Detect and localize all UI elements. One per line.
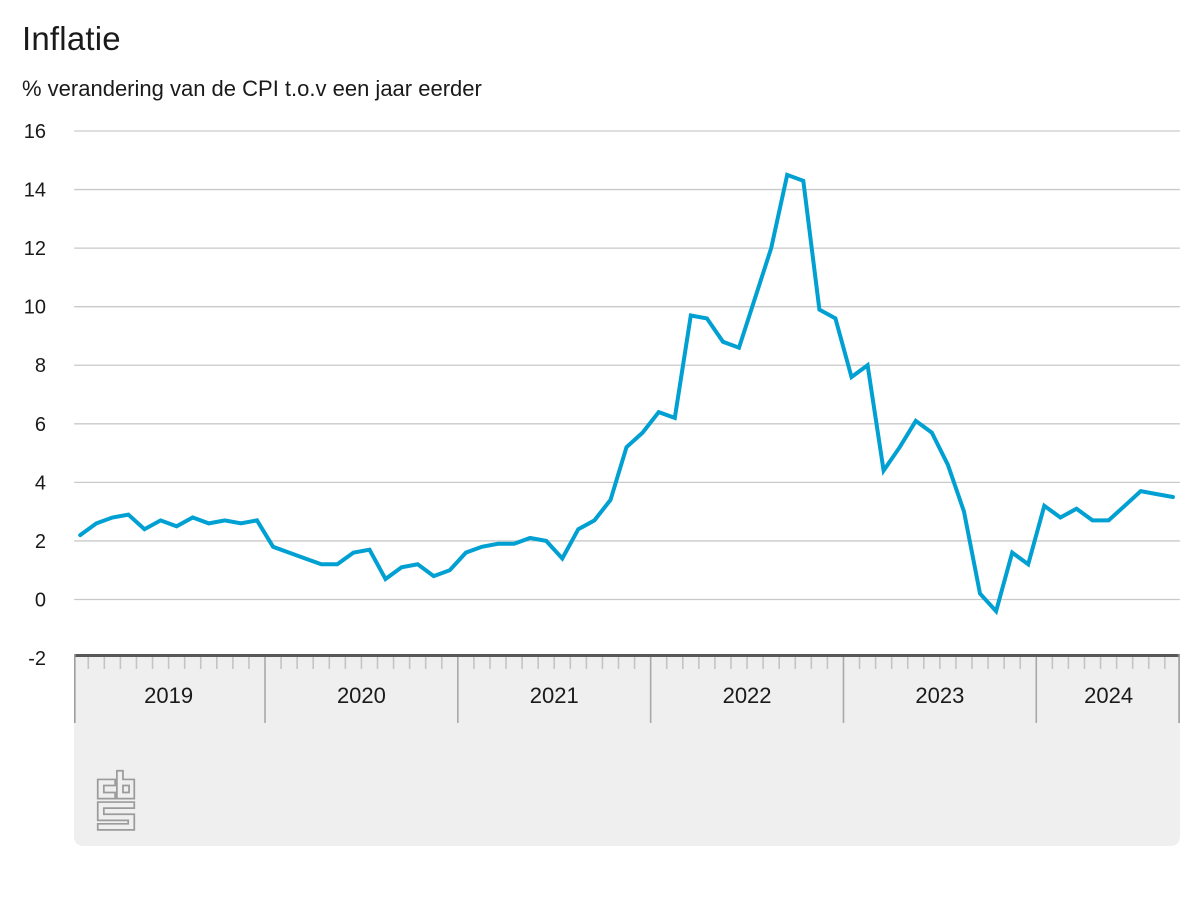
cbs-logo-glyphs <box>96 769 136 831</box>
inflation-data-line <box>78 172 1175 616</box>
year-label: 2023 <box>915 683 964 708</box>
y-axis-label: 16 <box>24 121 46 143</box>
y-axis-label: 2 <box>35 531 46 553</box>
gridlines <box>74 130 1180 601</box>
y-axis-labels: 16 14 12 10 8 6 4 2 0 -2 <box>24 121 46 670</box>
chart-subtitle: % verandering van de CPI t.o.v een jaar … <box>22 76 482 101</box>
y-axis-label: 0 <box>35 589 46 611</box>
y-axis-label: 6 <box>35 414 46 436</box>
y-axis-label: 4 <box>35 472 46 494</box>
year-label: 2019 <box>144 683 193 708</box>
x-axis-year-labels: 2019 2020 2021 2022 2023 2024 <box>144 683 1133 708</box>
y-axis-label: -2 <box>28 648 46 670</box>
y-axis-label: 8 <box>35 355 46 377</box>
year-label: 2021 <box>530 683 579 708</box>
y-axis-label: 12 <box>24 238 46 260</box>
year-label: 2022 <box>723 683 772 708</box>
x-axis-line <box>74 654 1180 657</box>
x-axis-band <box>74 654 1180 846</box>
y-axis-label: 10 <box>24 297 46 319</box>
logo-letter-c <box>96 778 117 800</box>
x-axis-ticks <box>74 654 1180 723</box>
y-axis-label: 14 <box>24 180 46 202</box>
logo-letter-s <box>96 801 136 831</box>
year-label: 2020 <box>337 683 386 708</box>
chart-title: Inflatie <box>22 20 121 57</box>
year-label: 2024 <box>1084 683 1133 708</box>
x-axis-band-background <box>74 654 1180 846</box>
cbs-logo <box>96 769 136 831</box>
logo-letter-b <box>116 769 136 800</box>
data-line-layer <box>78 172 1175 616</box>
